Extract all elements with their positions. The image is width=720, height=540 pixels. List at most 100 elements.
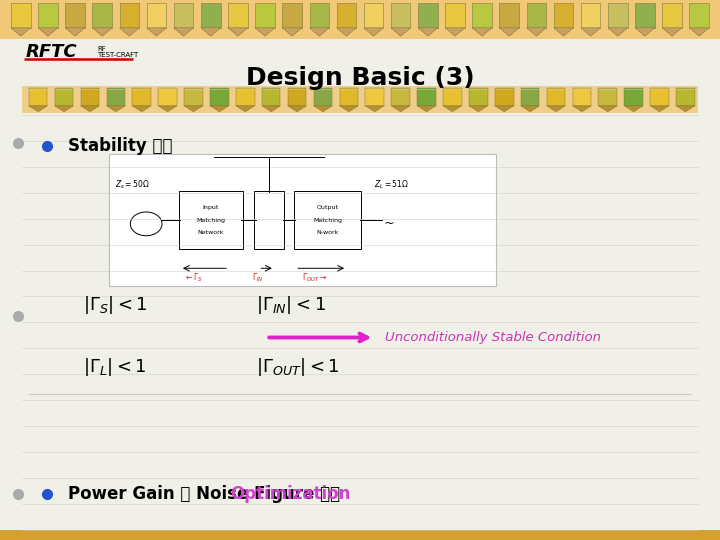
- Text: Unconditionally Stable Condition: Unconditionally Stable Condition: [385, 331, 601, 344]
- Polygon shape: [256, 28, 275, 36]
- Polygon shape: [418, 3, 438, 28]
- Text: Design Basic (3): Design Basic (3): [246, 66, 474, 90]
- Polygon shape: [38, 28, 58, 36]
- Polygon shape: [29, 106, 48, 112]
- Polygon shape: [11, 3, 30, 28]
- Polygon shape: [521, 106, 539, 112]
- Polygon shape: [500, 3, 519, 28]
- Polygon shape: [364, 28, 383, 36]
- Polygon shape: [228, 28, 248, 36]
- Polygon shape: [676, 106, 695, 112]
- Polygon shape: [262, 88, 281, 106]
- Text: $Z_L=51\Omega$: $Z_L=51\Omega$: [374, 178, 410, 191]
- Polygon shape: [120, 28, 139, 36]
- Polygon shape: [624, 88, 643, 106]
- Text: Input: Input: [202, 205, 219, 210]
- Polygon shape: [608, 3, 628, 28]
- Polygon shape: [472, 3, 492, 28]
- Text: Power Gain 과 Noise Figure 간의: Power Gain 과 Noise Figure 간의: [68, 485, 346, 503]
- Polygon shape: [690, 28, 709, 36]
- Polygon shape: [340, 106, 358, 112]
- Text: Output: Output: [317, 205, 338, 210]
- Polygon shape: [521, 88, 539, 106]
- Polygon shape: [282, 28, 302, 36]
- Polygon shape: [132, 88, 151, 106]
- FancyBboxPatch shape: [0, 0, 720, 39]
- Polygon shape: [662, 28, 682, 36]
- Polygon shape: [92, 3, 112, 28]
- Polygon shape: [443, 88, 462, 106]
- Polygon shape: [158, 106, 177, 112]
- Polygon shape: [184, 106, 203, 112]
- Text: Matching: Matching: [196, 218, 225, 222]
- Polygon shape: [598, 106, 617, 112]
- Polygon shape: [201, 28, 220, 36]
- Polygon shape: [314, 106, 333, 112]
- Polygon shape: [391, 88, 410, 106]
- Polygon shape: [340, 88, 358, 106]
- Polygon shape: [55, 106, 73, 112]
- Polygon shape: [228, 3, 248, 28]
- FancyBboxPatch shape: [294, 191, 361, 249]
- Polygon shape: [314, 88, 333, 106]
- Polygon shape: [147, 28, 166, 36]
- Polygon shape: [391, 3, 410, 28]
- Polygon shape: [366, 106, 384, 112]
- Polygon shape: [526, 28, 546, 36]
- Polygon shape: [581, 28, 600, 36]
- Circle shape: [130, 212, 162, 236]
- Text: Network: Network: [197, 230, 224, 235]
- Text: $Z_s=50\Omega$: $Z_s=50\Omega$: [115, 178, 150, 191]
- FancyBboxPatch shape: [0, 530, 720, 540]
- FancyBboxPatch shape: [22, 86, 698, 113]
- Polygon shape: [184, 88, 203, 106]
- Text: $|\Gamma_{IN}| < 1$: $|\Gamma_{IN}| < 1$: [256, 294, 325, 316]
- Polygon shape: [256, 3, 275, 28]
- Polygon shape: [288, 88, 307, 106]
- Text: N-work: N-work: [316, 230, 339, 235]
- Polygon shape: [11, 28, 30, 36]
- Text: $\leftarrow\Gamma_S$: $\leftarrow\Gamma_S$: [184, 271, 202, 284]
- Polygon shape: [624, 106, 643, 112]
- Polygon shape: [495, 106, 513, 112]
- Polygon shape: [650, 88, 669, 106]
- Polygon shape: [445, 28, 464, 36]
- Polygon shape: [417, 106, 436, 112]
- Polygon shape: [236, 106, 255, 112]
- Polygon shape: [337, 28, 356, 36]
- Polygon shape: [38, 3, 58, 28]
- Polygon shape: [364, 3, 383, 28]
- Polygon shape: [676, 88, 695, 106]
- Text: RFTC: RFTC: [25, 43, 77, 62]
- Polygon shape: [201, 3, 220, 28]
- Polygon shape: [443, 106, 462, 112]
- Polygon shape: [66, 3, 85, 28]
- Polygon shape: [132, 106, 151, 112]
- Polygon shape: [92, 28, 112, 36]
- Polygon shape: [107, 106, 125, 112]
- Text: $|\Gamma_L| < 1$: $|\Gamma_L| < 1$: [83, 356, 146, 378]
- Polygon shape: [210, 88, 229, 106]
- Polygon shape: [174, 3, 194, 28]
- Text: $|\Gamma_S| < 1$: $|\Gamma_S| < 1$: [83, 294, 148, 316]
- Polygon shape: [174, 28, 194, 36]
- Text: RF: RF: [97, 45, 106, 52]
- Polygon shape: [236, 88, 255, 106]
- Polygon shape: [495, 88, 513, 106]
- Text: $\Gamma_{OUT}\rightarrow$: $\Gamma_{OUT}\rightarrow$: [302, 271, 328, 284]
- Polygon shape: [29, 88, 48, 106]
- Polygon shape: [262, 106, 281, 112]
- Polygon shape: [107, 88, 125, 106]
- Text: Matching: Matching: [313, 218, 342, 222]
- Text: $\Gamma_{IN}$: $\Gamma_{IN}$: [252, 271, 264, 284]
- Text: Stability 판단: Stability 판단: [68, 137, 173, 155]
- FancyBboxPatch shape: [254, 191, 284, 249]
- Text: $|\Gamma_{OUT}| < 1$: $|\Gamma_{OUT}| < 1$: [256, 356, 339, 378]
- Text: ~: ~: [384, 218, 394, 231]
- Text: TEST-CRAFT: TEST-CRAFT: [97, 52, 138, 58]
- Polygon shape: [581, 3, 600, 28]
- Polygon shape: [526, 3, 546, 28]
- Polygon shape: [366, 88, 384, 106]
- Polygon shape: [120, 3, 139, 28]
- Polygon shape: [635, 28, 654, 36]
